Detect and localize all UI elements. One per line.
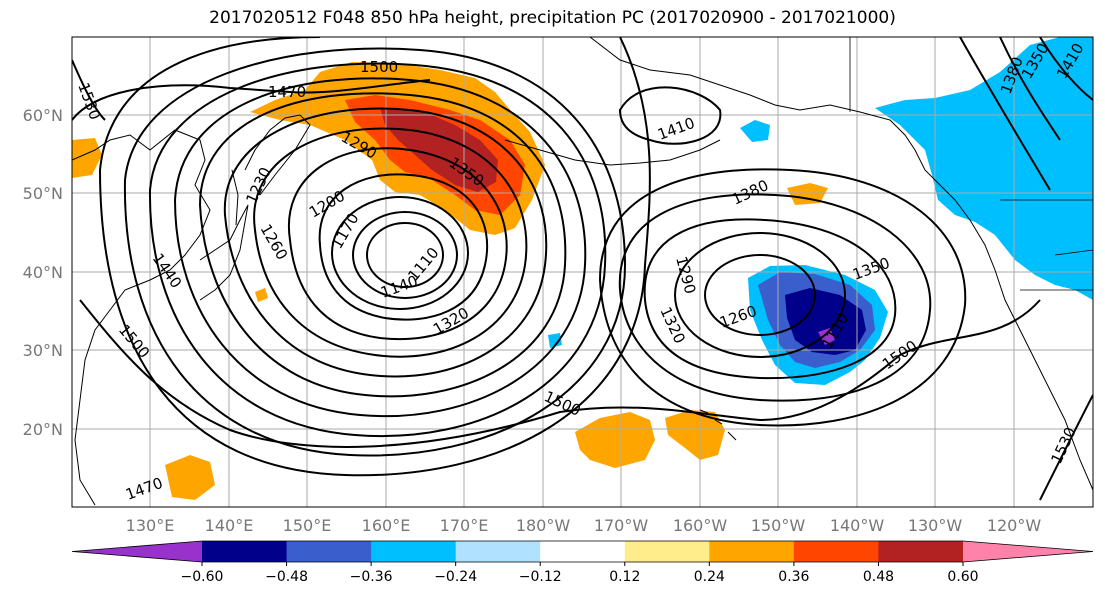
lon-label: 130°E — [126, 516, 175, 535]
contour-1170 — [331, 196, 469, 310]
contour-1110 — [366, 222, 444, 288]
japan — [199, 204, 249, 301]
positive-anomaly-small-nw — [72, 138, 102, 178]
negative-anomaly-navy — [785, 288, 866, 355]
asia-coast — [72, 129, 211, 506]
lon-label: 140°E — [205, 516, 254, 535]
negative-anomaly-core — [818, 328, 835, 345]
colorbar-swatch — [371, 541, 457, 562]
colorbar-tick-label: 0.48 — [863, 569, 894, 585]
aleutians — [504, 139, 721, 166]
lon-label: 120°W — [987, 516, 1042, 535]
contour-1380 — [148, 62, 607, 437]
contour-1530 — [72, 59, 1093, 501]
contour-1350 — [173, 77, 587, 418]
longitude-labels: 130°E 140°E 150°E 160°E 170°E 180°W 170°… — [126, 516, 1042, 535]
contour-ne-1260 — [704, 254, 816, 336]
colorbar-tick-label: −0.24 — [434, 569, 477, 585]
lat-label: 30°N — [23, 341, 63, 360]
colorbar-tick-label: −0.36 — [350, 569, 393, 585]
colorbar-tick-label: 0.24 — [694, 569, 725, 585]
positive-anomaly-hawaii-w — [575, 412, 655, 468]
alaska — [589, 37, 1093, 491]
lon-label: 130°W — [908, 516, 963, 535]
contour-1410 — [123, 47, 627, 457]
colorbar: −0.60 −0.48 −0.36 −0.24 −0.12 0.12 0.24 0.36 0.4… — [71, 540, 1094, 585]
contour-label: 1470 — [268, 83, 306, 101]
coastlines — [72, 37, 1093, 506]
contour-ne-1410 — [618, 86, 722, 145]
colorbar-swatch — [455, 541, 541, 562]
contour-far-ne-b — [999, 37, 1061, 141]
contour-ne-1350 — [618, 193, 932, 402]
borders — [849, 37, 1093, 291]
colorbar-tick-label: −0.60 — [181, 569, 224, 585]
precip-shading — [72, 37, 1093, 500]
contour-1320 — [198, 92, 567, 398]
colorbar-tick-label: 0.36 — [778, 569, 809, 585]
lon-label: 150°W — [751, 516, 806, 535]
colorbar-extend-min — [72, 541, 202, 562]
colorbar-tick-label: −0.48 — [265, 569, 308, 585]
colorbar-swatches — [71, 540, 1094, 563]
graticule — [72, 37, 1093, 507]
lat-label: 60°N — [23, 106, 63, 125]
colorbar-swatch — [540, 541, 626, 562]
contour-far-ne-a — [959, 37, 1051, 191]
contour-ne-1320 — [643, 218, 897, 380]
negative-anomaly-nw-america — [875, 37, 1093, 300]
contour-1500 — [79, 299, 1041, 448]
hawaii — [699, 409, 737, 441]
lon-label: 180°W — [516, 516, 571, 535]
positive-anomaly-small-ne — [787, 183, 828, 205]
map-frame — [71, 36, 1094, 508]
height-contours — [72, 37, 1093, 501]
lat-label: 40°N — [23, 263, 63, 282]
colorbar-swatch — [793, 541, 879, 562]
lon-label: 160°W — [673, 516, 728, 535]
contour-1260 — [253, 127, 528, 358]
lon-label: 160°E — [362, 516, 411, 535]
contour-1470 — [72, 79, 431, 121]
contour-1140 — [352, 211, 458, 299]
positive-anomaly-japan — [255, 288, 268, 302]
lat-label: 50°N — [23, 184, 63, 203]
map-title: 2017020512 F048 850 hPa height, precipit… — [209, 8, 896, 28]
colorbar-extend-max — [963, 541, 1093, 562]
colorbar-swatch — [202, 541, 288, 562]
positive-anomaly-hawaii-e — [665, 410, 725, 460]
colorbar-swatch — [624, 541, 710, 562]
colorbar-tick-label: −0.12 — [519, 569, 562, 585]
contour-1290 — [223, 107, 548, 378]
latitude-labels: 60°N 50°N 40°N 30°N 20°N — [23, 106, 63, 439]
negative-anomaly-mid — [548, 333, 562, 348]
colorbar-tick-label: 0.60 — [947, 569, 978, 585]
colorbar-tick-label: 0.12 — [609, 569, 640, 585]
colorbar-swatch — [286, 541, 372, 562]
contour-ne-1290 — [674, 232, 846, 358]
lon-label: 170°W — [594, 516, 649, 535]
colorbar-swatch — [878, 541, 964, 562]
positive-anomaly-south — [165, 455, 215, 500]
contour-ne-1380 — [598, 168, 967, 427]
lat-label: 20°N — [23, 420, 63, 439]
lon-label: 150°E — [283, 516, 332, 535]
contour-label: 1500 — [360, 58, 398, 76]
contour-1230 — [287, 147, 508, 341]
negative-anomaly-gulf-ak — [740, 120, 770, 142]
contour-far-ne-c — [1039, 37, 1093, 101]
contour-1200 — [318, 173, 489, 321]
sakhalin — [231, 169, 239, 226]
colorbar-swatch — [709, 541, 795, 562]
colorbar-ticks: −0.60 −0.48 −0.36 −0.24 −0.12 0.12 0.24 0.36 0.4… — [181, 562, 979, 585]
lon-label: 140°W — [830, 516, 885, 535]
lon-label: 170°E — [440, 516, 489, 535]
contour-1440 — [99, 37, 651, 477]
